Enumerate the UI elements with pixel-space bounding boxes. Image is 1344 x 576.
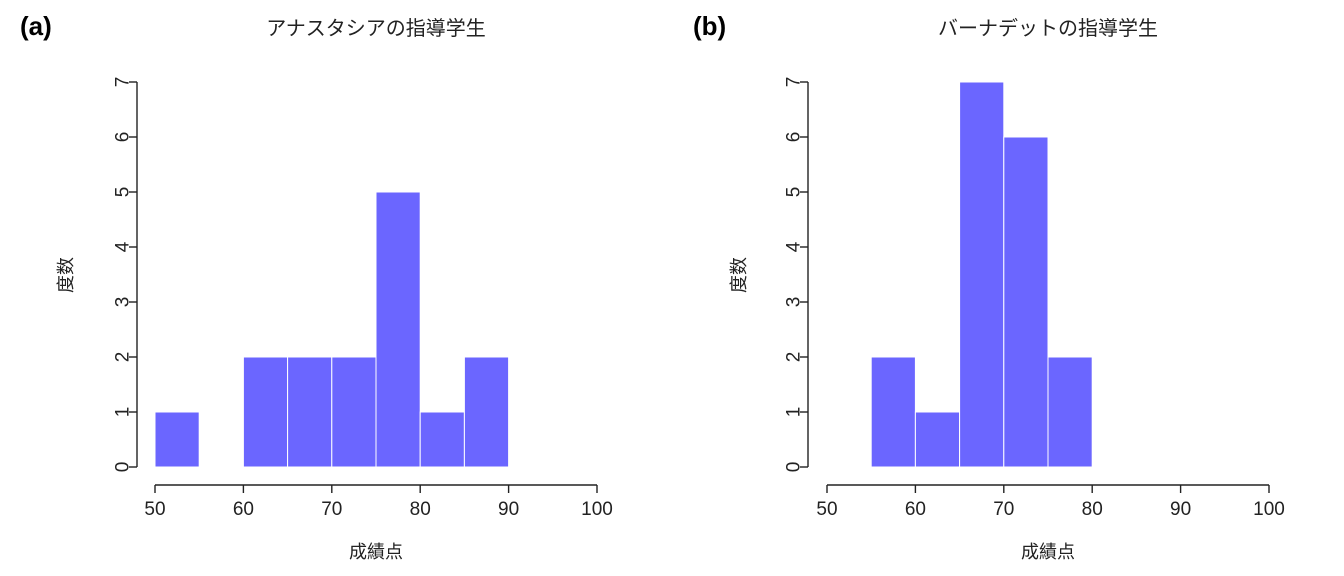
panel-label-b: (b) — [693, 11, 726, 41]
y-tick-label-b-6: 6 — [784, 132, 805, 143]
x-tick-label-b-90: 90 — [1170, 499, 1191, 520]
y-tick-label-b-3: 3 — [784, 297, 805, 308]
x-tick-label-a-90: 90 — [498, 499, 519, 520]
y-tick-label-a-6: 6 — [113, 132, 134, 143]
bar-b-60-65 — [914, 411, 961, 468]
x-tick-label-b-100: 100 — [1253, 499, 1285, 520]
y-tick-label-b-1: 1 — [784, 407, 805, 418]
bar-b-75-80 — [1047, 356, 1093, 468]
y-tick-label-b-2: 2 — [784, 352, 805, 363]
bar-b-70-75 — [1003, 136, 1049, 468]
chart-title-a: アナスタシアの指導学生 — [266, 16, 486, 40]
y-tick-label-a-1: 1 — [113, 407, 134, 418]
y-tick-label-b-7: 7 — [784, 77, 805, 88]
x-axis-label-a: 成績点 — [349, 542, 403, 563]
x-tick-label-b-70: 70 — [993, 499, 1014, 520]
bar-a-60-65 — [242, 356, 289, 468]
x-tick-label-a-60: 60 — [233, 499, 254, 520]
bar-a-70-75 — [331, 356, 377, 468]
y-axis-a: 0 1 2 3 4 5 6 7 — [113, 77, 138, 473]
x-axis-b: 50 60 70 80 90 100 — [816, 484, 1285, 520]
x-tick-label-a-100: 100 — [581, 499, 613, 520]
y-tick-label-a-4: 4 — [113, 241, 134, 252]
panel-label-a: (a) — [20, 11, 52, 41]
chart-title-b: バーナデットの指導学生 — [938, 16, 1158, 40]
bar-a-65-70 — [287, 356, 333, 468]
y-tick-label-a-0: 0 — [113, 462, 134, 473]
x-tick-label-a-50: 50 — [144, 499, 165, 520]
bar-b-65-70 — [959, 81, 1005, 468]
y-axis-b: 0 1 2 3 4 5 6 7 — [784, 77, 809, 473]
y-tick-label-a-7: 7 — [113, 77, 134, 88]
y-tick-label-b-5: 5 — [784, 187, 805, 198]
histogram-panel-a: (a) アナスタシアの指導学生 成績点 度数 50 60 70 80 90 100 0 1 2… — [20, 11, 613, 563]
y-axis-label-b: 度数 — [729, 257, 750, 293]
y-tick-label-a-5: 5 — [113, 187, 134, 198]
bar-a-75-80 — [375, 191, 421, 468]
x-axis-a: 50 60 70 80 90 100 — [144, 484, 613, 520]
y-tick-label-a-3: 3 — [113, 297, 134, 308]
x-tick-label-b-80: 80 — [1082, 499, 1103, 520]
x-tick-label-a-70: 70 — [321, 499, 342, 520]
y-tick-label-b-4: 4 — [784, 241, 805, 252]
bar-a-85-90 — [463, 356, 510, 468]
y-tick-label-b-0: 0 — [784, 462, 805, 473]
y-axis-label-a: 度数 — [56, 257, 77, 293]
histogram-panel-b: (b) バーナデットの指導学生 成績点 度数 50 60 70 80 90 100 0 1 2… — [693, 11, 1285, 563]
x-axis-label-b: 成績点 — [1021, 542, 1075, 563]
x-tick-label-b-50: 50 — [816, 499, 837, 520]
y-tick-label-a-2: 2 — [113, 352, 134, 363]
bars-a — [154, 191, 510, 468]
bar-a-80-85 — [419, 411, 465, 468]
bar-a-50-55 — [154, 411, 200, 468]
bar-b-55-60 — [870, 356, 916, 468]
bars-b — [870, 81, 1093, 468]
x-tick-label-b-60: 60 — [905, 499, 926, 520]
x-tick-label-a-80: 80 — [410, 499, 431, 520]
